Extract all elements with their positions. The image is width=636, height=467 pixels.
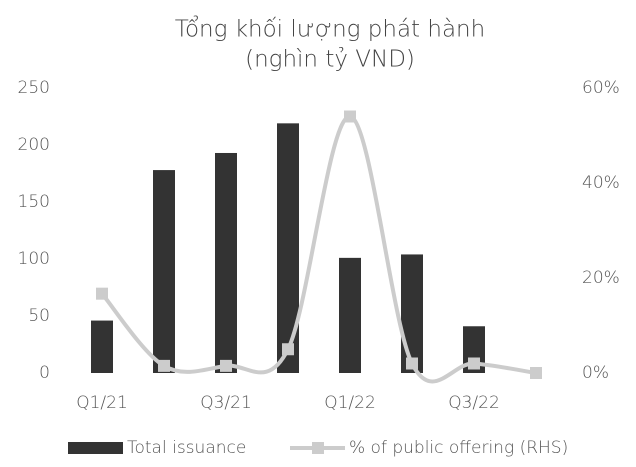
bar xyxy=(339,257,361,373)
bar xyxy=(91,320,113,373)
bar xyxy=(153,170,175,373)
x-tick-label: Q3/22 xyxy=(448,393,500,413)
y2-tick-label: 40% xyxy=(582,173,620,193)
y-tick-label: 250 xyxy=(18,78,50,98)
line-marker xyxy=(406,357,418,370)
bar xyxy=(277,123,299,373)
line-marker xyxy=(220,359,232,372)
y-tick-label: 0 xyxy=(39,363,50,383)
y2-tick-label: 60% xyxy=(582,78,620,98)
x-tick-label: Q3/21 xyxy=(200,393,252,413)
legend-label: Total issuance xyxy=(127,438,246,458)
x-tick-label: Q1/22 xyxy=(324,393,376,413)
line-marker xyxy=(158,359,170,372)
y-tick-label: 100 xyxy=(18,249,50,269)
line-marker xyxy=(468,357,480,370)
line xyxy=(100,114,537,384)
line-marker xyxy=(344,110,356,123)
y2-tick-label: 0% xyxy=(582,363,609,383)
bar xyxy=(215,152,237,373)
y-tick-label: 50 xyxy=(28,306,50,326)
line-marker xyxy=(282,343,294,356)
chart-title: (nghìn tỷ VND) xyxy=(245,47,415,73)
y-tick-label: 150 xyxy=(18,192,50,212)
chart-title: Tổng khối lượng phát hành xyxy=(175,16,485,43)
line-marker xyxy=(530,367,542,379)
x-tick-label: Q1/21 xyxy=(76,393,128,413)
bar xyxy=(401,254,423,373)
legend-swatch xyxy=(68,442,123,454)
line-marker xyxy=(96,287,108,300)
y-tick-label: 200 xyxy=(18,135,50,155)
legend-swatch xyxy=(312,442,324,454)
y2-tick-label: 20% xyxy=(582,268,620,288)
legend-label: % of public offering (RHS) xyxy=(349,438,568,458)
